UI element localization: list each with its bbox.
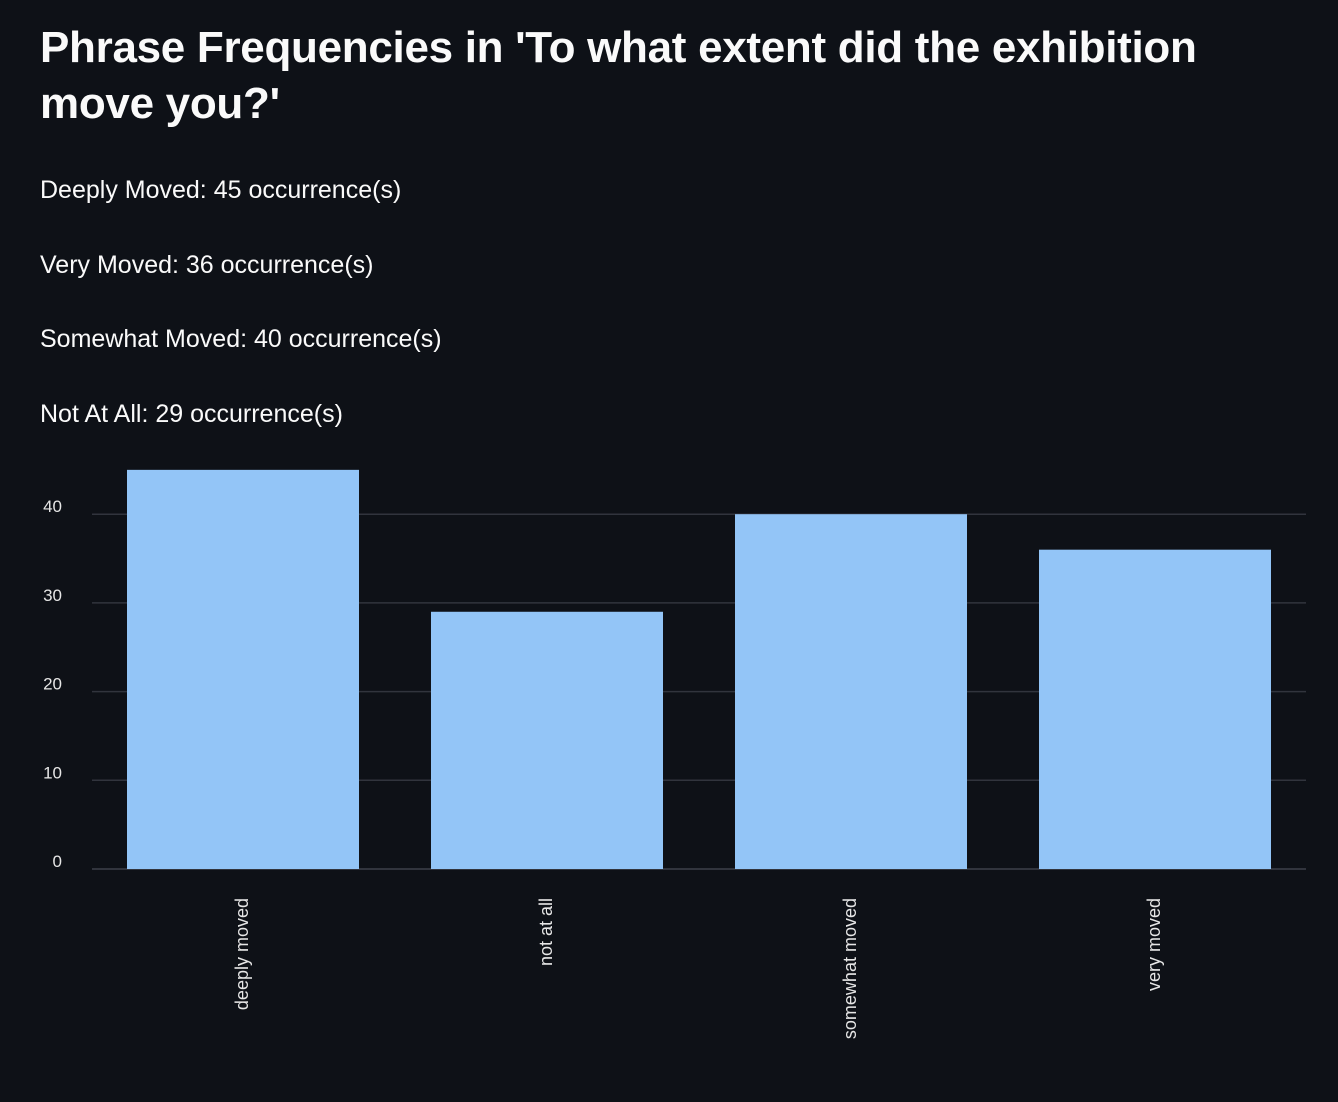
bar-not-at-all[interactable] bbox=[431, 611, 663, 869]
y-tick-label-40: 40 bbox=[43, 497, 62, 516]
x-tick-label-somewhat-moved: somewhat moved bbox=[840, 898, 860, 1039]
y-tick-label-30: 30 bbox=[43, 586, 62, 605]
x-tick-label-very-moved: very moved bbox=[1144, 898, 1164, 991]
y-tick-label-20: 20 bbox=[43, 675, 62, 694]
x-tick-label-deeply-moved: deeply moved bbox=[232, 898, 252, 1010]
frequency-line-somewhat-moved: Somewhat Moved: 40 occurrence(s) bbox=[40, 325, 442, 354]
page-title: Phrase Frequencies in 'To what extent di… bbox=[40, 23, 1197, 128]
x-tick-label-not-at-all: not at all bbox=[536, 898, 556, 966]
frequency-line-not-at-all: Not At All: 29 occurrence(s) bbox=[40, 400, 343, 429]
y-tick-label-0: 0 bbox=[53, 852, 62, 871]
bar-deeply-moved[interactable] bbox=[127, 469, 359, 869]
y-axis-ticks: 0 10 20 30 40 bbox=[43, 497, 62, 871]
frequency-line-very-moved: Very Moved: 36 occurrence(s) bbox=[40, 250, 374, 279]
x-axis-labels: deeply moved not at all somewhat moved very… bbox=[232, 898, 1164, 1039]
bar-very-moved[interactable] bbox=[1039, 549, 1271, 869]
bars bbox=[127, 469, 1271, 869]
bar-somewhat-moved[interactable] bbox=[735, 514, 967, 869]
y-tick-label-10: 10 bbox=[43, 763, 62, 782]
frequency-list: Deeply Moved: 45 occurrence(s) Very Move… bbox=[40, 170, 442, 469]
frequency-line-deeply-moved: Deeply Moved: 45 occurrence(s) bbox=[40, 176, 402, 204]
